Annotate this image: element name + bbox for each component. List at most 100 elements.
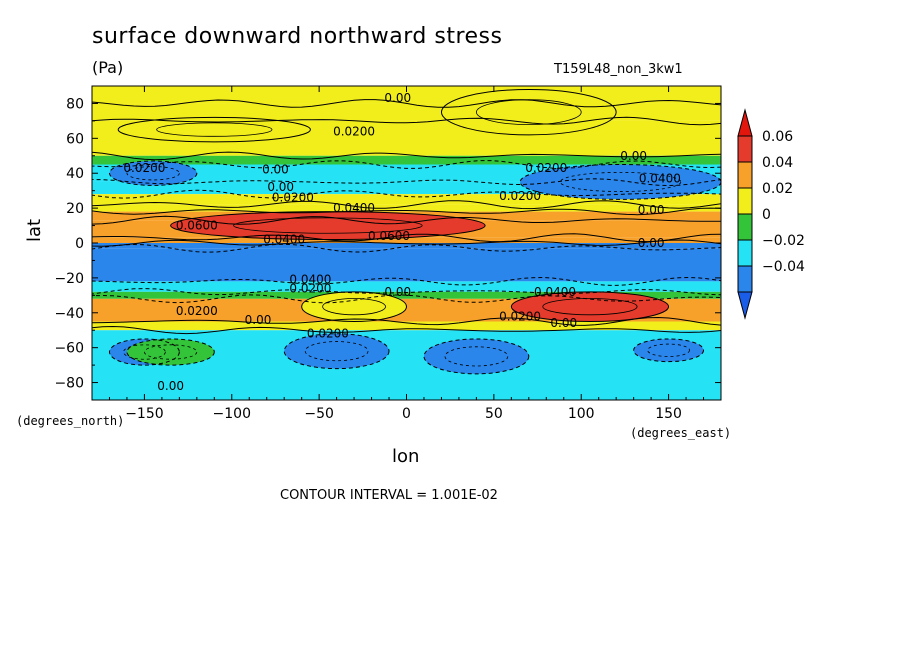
contour-label: 0.00 (157, 379, 184, 393)
field-band (92, 248, 721, 282)
contour-line (92, 288, 721, 296)
contour-label: 0.0600 (176, 219, 218, 233)
contour-label: 0.0200 (525, 161, 567, 175)
field-feature (118, 117, 311, 142)
colorbar-under-triangle (737, 291, 753, 320)
contour-label: 0.00 (638, 203, 665, 217)
x-tick-label: 100 (568, 406, 595, 422)
contour-label: 0.0200 (272, 191, 314, 205)
colorbar-bin (737, 187, 753, 215)
contour-line (510, 291, 670, 322)
contour-line (301, 291, 408, 322)
contour-line (92, 276, 721, 286)
colorbar-bin (737, 265, 753, 293)
field-feature (511, 291, 669, 322)
contour-line (92, 215, 721, 225)
contour-line (542, 298, 638, 316)
field-band (92, 321, 721, 331)
contour-line (156, 122, 273, 137)
field-band (92, 243, 721, 249)
contour-line (647, 343, 690, 357)
field-band (92, 155, 721, 165)
x-tick-label: 150 (655, 406, 682, 422)
y-tick-label: 60 (66, 131, 84, 147)
colorbar-bin (737, 135, 753, 163)
field-feature (170, 211, 486, 240)
contour-label: 0.0200 (307, 327, 349, 341)
field-feature (441, 89, 617, 135)
contour-line (304, 341, 369, 362)
contour-label: 0.0200 (499, 189, 541, 203)
contour-line (444, 346, 509, 367)
contour-line (92, 200, 721, 210)
colorbar-label: 0.06 (762, 129, 793, 145)
y-tick-label: −60 (54, 341, 84, 357)
field-band (92, 194, 721, 205)
contour-label: 0.0400 (263, 233, 305, 247)
contour-label: 0.0400 (534, 285, 576, 299)
contour-line (92, 116, 721, 126)
y-tick-label: 0 (75, 236, 84, 252)
x-tick-label: −150 (125, 406, 163, 422)
contour-line (92, 233, 721, 243)
contour-line (559, 171, 682, 192)
chart-units: (Pa) (92, 58, 124, 77)
contour-line (170, 211, 486, 241)
colorbar: 0.06 0.04 0.02 0 −0.02 −0.04 (737, 108, 805, 320)
contour-label: 0.00 (267, 180, 294, 194)
contour-line (633, 338, 705, 363)
contour-line (92, 207, 721, 216)
contour-label: 0.00 (638, 236, 665, 250)
colorbar-label: 0.02 (762, 181, 793, 197)
contour-line (423, 338, 530, 375)
field-band (92, 281, 721, 292)
x-tick-label: −100 (213, 406, 251, 422)
contour-label: 0.0200 (499, 309, 541, 323)
field-feature (109, 161, 197, 186)
x-axis-label: lon (392, 446, 420, 467)
contour-line (92, 178, 721, 187)
field-feature (301, 291, 407, 322)
contour-label: 0.00 (620, 149, 647, 163)
x-unit-label: (degrees_east) (630, 426, 732, 440)
field-band (92, 204, 721, 212)
contour-line (92, 151, 721, 161)
y-unit-label: (degrees_north) (16, 414, 125, 428)
y-axis-label: lat (24, 218, 45, 242)
contour-line (440, 88, 617, 136)
contour-label: 0.0200 (123, 161, 165, 175)
contour-label: 0.0600 (368, 229, 410, 243)
contour-label: 0.00 (384, 91, 411, 105)
contour-label: 0.00 (384, 285, 411, 299)
y-axis-ticks: −80 −60 −40 −20 0 20 40 60 80 (54, 85, 721, 401)
contour-line (123, 344, 166, 360)
y-tick-label: −80 (54, 376, 84, 392)
colorbar-label: 0.04 (762, 155, 793, 171)
contour-line (475, 99, 582, 126)
contour-line (92, 99, 721, 108)
field-feature (126, 338, 215, 366)
colorbar-bin (737, 239, 753, 267)
contour-line (144, 344, 198, 360)
contour-label: 0.0400 (289, 273, 331, 287)
colorbar-label: 0 (762, 207, 771, 223)
y-tick-label: −40 (54, 306, 84, 322)
field-feature (633, 338, 704, 362)
contour-line (322, 298, 386, 316)
colorbar-label: −0.04 (762, 259, 805, 275)
x-tick-label: 50 (485, 406, 503, 422)
contour-line (92, 325, 721, 335)
colorbar-bin (737, 213, 753, 241)
field-features (109, 89, 721, 374)
contour-line (117, 116, 311, 143)
contour-label: 0.00 (262, 163, 289, 177)
colorbar-label: −0.02 (762, 233, 805, 249)
contour-lines (92, 88, 721, 375)
field-feature (284, 333, 390, 369)
y-tick-label: 80 (66, 96, 84, 112)
chart-title: surface downward northward stress (92, 24, 503, 49)
contour-line (92, 294, 721, 304)
field-feature (520, 164, 721, 200)
